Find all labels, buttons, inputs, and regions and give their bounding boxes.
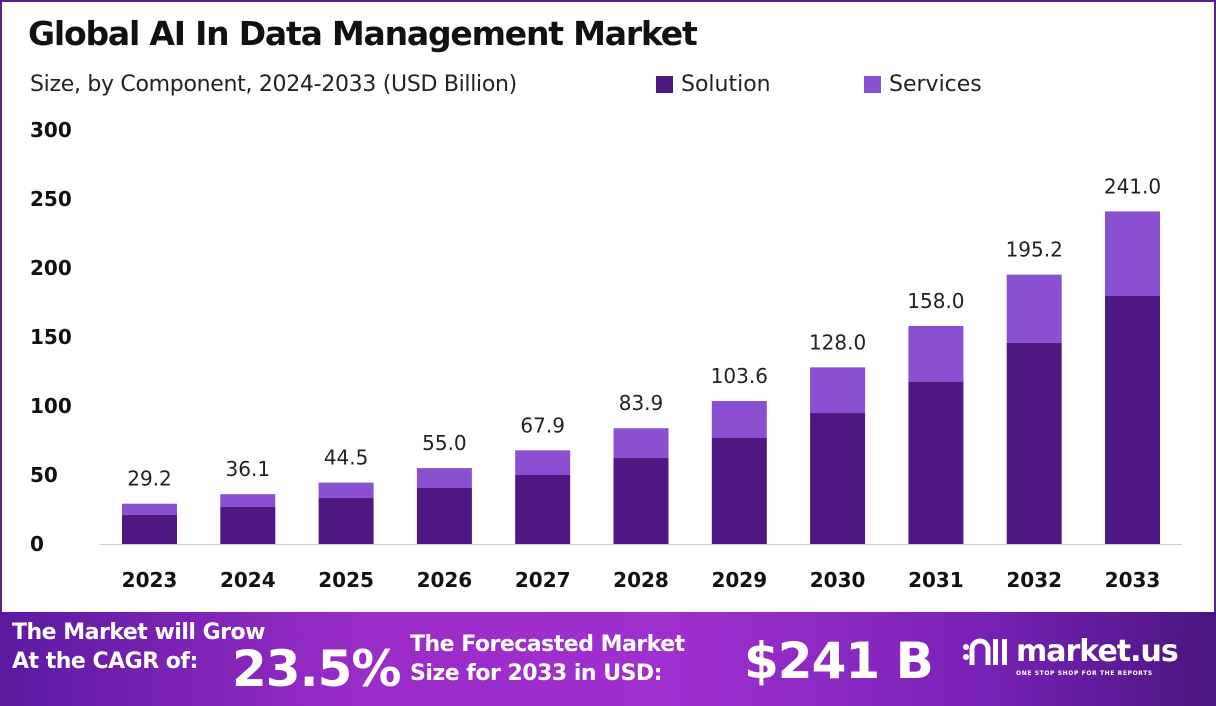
y-tick-label: 200 [30,256,72,280]
data-label-total: 128.0 [809,330,866,354]
forecast-value: $241 B [744,632,934,690]
y-tick-label: 250 [30,187,72,211]
y-tick-label: 50 [30,463,58,487]
legend-swatch-services [864,76,881,93]
market-us-logo: market.us ONE STOP SHOP FOR THE REPORTS [962,634,1179,677]
bar-solution-2028 [613,458,669,544]
bar-services-2023 [122,503,177,516]
data-label-total: 241.0 [1104,174,1161,198]
y-tick-label: 300 [30,118,72,142]
x-tick-label: 2030 [810,568,866,592]
forecast-label-line1: The Forecasted Market [410,632,685,657]
x-tick-label: 2028 [613,568,669,592]
bar-solution-2029 [711,438,767,544]
cagr-label-line1: The Market will Grow [12,620,265,645]
legend-label: Services [889,72,982,97]
bar-solution-2030 [810,413,866,544]
legend-label: Solution [681,72,771,97]
bar-services-2028 [613,428,669,459]
data-label-total: 55.0 [422,431,467,455]
cagr-label-line2: At the CAGR of: [12,649,198,674]
bar-solution-2033 [1105,296,1160,544]
data-label-total: 195.2 [1006,238,1063,262]
data-label-total: 158.0 [907,289,964,313]
legend-solution: Solution [656,72,771,97]
data-label-total: 44.5 [324,446,369,470]
x-tick-label: 2023 [122,568,178,592]
bar-services-2031 [908,325,964,382]
bar-solution-2023 [122,515,177,544]
chart-title: Global AI In Data Management Market [28,14,698,53]
data-label-total: 36.1 [226,457,271,481]
bar-solution-2025 [318,498,374,544]
y-tick-label: 100 [30,394,72,418]
bar-solution-2024 [220,507,276,544]
bar-services-2025 [318,482,374,499]
x-tick-label: 2031 [908,568,964,592]
logo-tagline: ONE STOP SHOP FOR THE REPORTS [1016,670,1153,677]
bar-services-2030 [810,367,866,414]
bar-services-2029 [711,401,767,439]
y-tick-label: 150 [30,325,72,349]
footer-banner: The Market will Grow At the CAGR of: 23.… [0,612,1216,706]
forecast-label-line2: Size for 2033 in USD: [410,661,662,686]
x-tick-label: 2024 [220,568,276,592]
bar-solution-2031 [908,381,964,544]
x-tick-label: 2032 [1006,568,1062,592]
bar-services-2024 [220,494,276,508]
data-label-total: 103.6 [711,364,768,388]
bar-services-2032 [1006,274,1062,343]
x-tick-label: 2029 [711,568,767,592]
logo-icon [963,638,1007,665]
y-tick-label: 0 [30,532,44,556]
data-label-total: 29.2 [127,467,172,491]
data-label-total: 67.9 [520,413,565,437]
bar-solution-2032 [1006,342,1062,544]
bar-services-2026 [416,468,472,488]
bar-services-2033 [1105,211,1160,297]
cagr-label: The Market will Grow At the CAGR of: [12,618,265,676]
chart-subtitle: Size, by Component, 2024-2033 (USD Billi… [30,72,517,97]
bar-services-2027 [515,450,571,475]
bar-solution-2027 [515,475,571,544]
x-tick-label: 2025 [318,568,374,592]
legend-swatch-solution [656,76,673,93]
bar-chart: 0 50 100 150 200 250 300 29.2 2023 36.1 2024 44.5 20… [30,118,1182,592]
x-tick-label: 2033 [1105,568,1161,592]
logo-name: market.us [1016,634,1179,669]
bar-solution-2026 [416,487,472,544]
forecast-label: The Forecasted Market Size for 2033 in U… [410,630,685,688]
legend-services: Services [864,72,982,97]
x-tick-label: 2026 [417,568,473,592]
x-tick-label: 2027 [515,568,571,592]
cagr-value: 23.5% [232,640,401,698]
data-label-total: 83.9 [619,391,664,415]
